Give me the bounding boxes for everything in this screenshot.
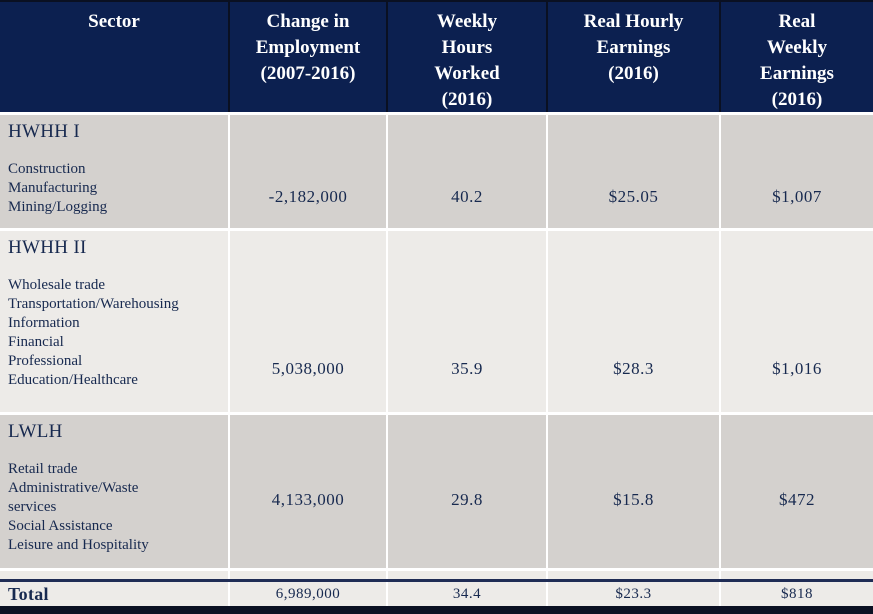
sector-cell: HWHH II Wholesale trade Transportation/Wa… xyxy=(0,231,228,412)
real-hourly-earnings-value: $15.8 xyxy=(546,415,719,568)
change-in-employment-value: 4,133,000 xyxy=(228,415,386,568)
weekly-hours-worked-value: 29.8 xyxy=(386,415,546,568)
industry-item: Transportation/Warehousing xyxy=(8,296,179,312)
table-row-total: Total 6,989,000 34.4 $23.3 $818 xyxy=(0,582,873,606)
sector-cell: LWLH Retail trade Administrative/Waste se… xyxy=(0,415,228,568)
industry-item: Leisure and Hospitality xyxy=(8,537,149,553)
total-row-top-border xyxy=(0,579,873,582)
industry-item: Manufacturing xyxy=(8,180,98,196)
table-row-hwhh-2: HWHH II Wholesale trade Transportation/Wa… xyxy=(0,228,873,412)
column-header-real-weekly-earnings: Real Weekly Earnings (2016) xyxy=(719,2,873,112)
sector-group-name: HWHH I xyxy=(8,121,80,142)
weekly-hours-worked-value: 40.2 xyxy=(386,115,546,228)
industry-item: Wholesale trade xyxy=(8,277,106,293)
change-in-employment-total: 6,989,000 xyxy=(228,582,386,606)
table-bottom-border xyxy=(0,606,873,614)
table-header-row: Sector Change in Employment (2007-2016) … xyxy=(0,2,873,112)
column-header-sector: Sector xyxy=(88,11,140,32)
table-row-hwhh-1: HWHH I Construction Manufacturing Mining/L… xyxy=(0,112,873,228)
real-weekly-earnings-total: $818 xyxy=(719,582,873,606)
industry-item: Construction xyxy=(8,161,86,177)
real-hourly-earnings-value: $28.3 xyxy=(546,231,719,412)
industry-item: Information xyxy=(8,315,80,331)
table-row-lwlh: LWLH Retail trade Administrative/Waste se… xyxy=(0,412,873,568)
weekly-hours-worked-total: 34.4 xyxy=(386,582,546,606)
column-header-real-hourly-earnings: Real Hourly Earnings (2016) xyxy=(546,2,719,112)
pre-total-spacer-row xyxy=(0,568,873,579)
industry-item: Mining/Logging xyxy=(8,199,108,215)
sector-group-name: HWHH II xyxy=(8,237,87,258)
industry-item: Administrative/Waste services xyxy=(8,480,139,515)
change-in-employment-value: -2,182,000 xyxy=(228,115,386,228)
change-in-employment-value: 5,038,000 xyxy=(228,231,386,412)
industry-item: Education/Healthcare xyxy=(8,372,138,388)
sector-group-name: LWLH xyxy=(8,421,63,442)
table-top-border xyxy=(0,0,873,2)
industry-item: Social Assistance xyxy=(8,518,113,534)
industry-list: Retail trade Administrative/Waste service… xyxy=(8,460,213,555)
real-weekly-earnings-value: $1,016 xyxy=(719,231,873,412)
industry-list: Wholesale trade Transportation/Warehousin… xyxy=(8,276,213,390)
column-header-change-in-employment: Change in Employment (2007-2016) xyxy=(228,2,386,112)
real-hourly-earnings-value: $25.05 xyxy=(546,115,719,228)
total-label: Total xyxy=(8,583,49,604)
industry-item: Professional xyxy=(8,353,83,369)
real-hourly-earnings-total: $23.3 xyxy=(546,582,719,606)
industry-item: Retail trade xyxy=(8,461,78,477)
weekly-hours-worked-value: 35.9 xyxy=(386,231,546,412)
industry-item: Financial xyxy=(8,334,64,350)
industry-list: Construction Manufacturing Mining/Logging xyxy=(8,160,213,217)
column-header-weekly-hours-worked: Weekly Hours Worked (2016) xyxy=(386,2,546,112)
real-weekly-earnings-value: $1,007 xyxy=(719,115,873,228)
real-weekly-earnings-value: $472 xyxy=(719,415,873,568)
sector-cell: HWHH I Construction Manufacturing Mining/L… xyxy=(0,115,228,228)
